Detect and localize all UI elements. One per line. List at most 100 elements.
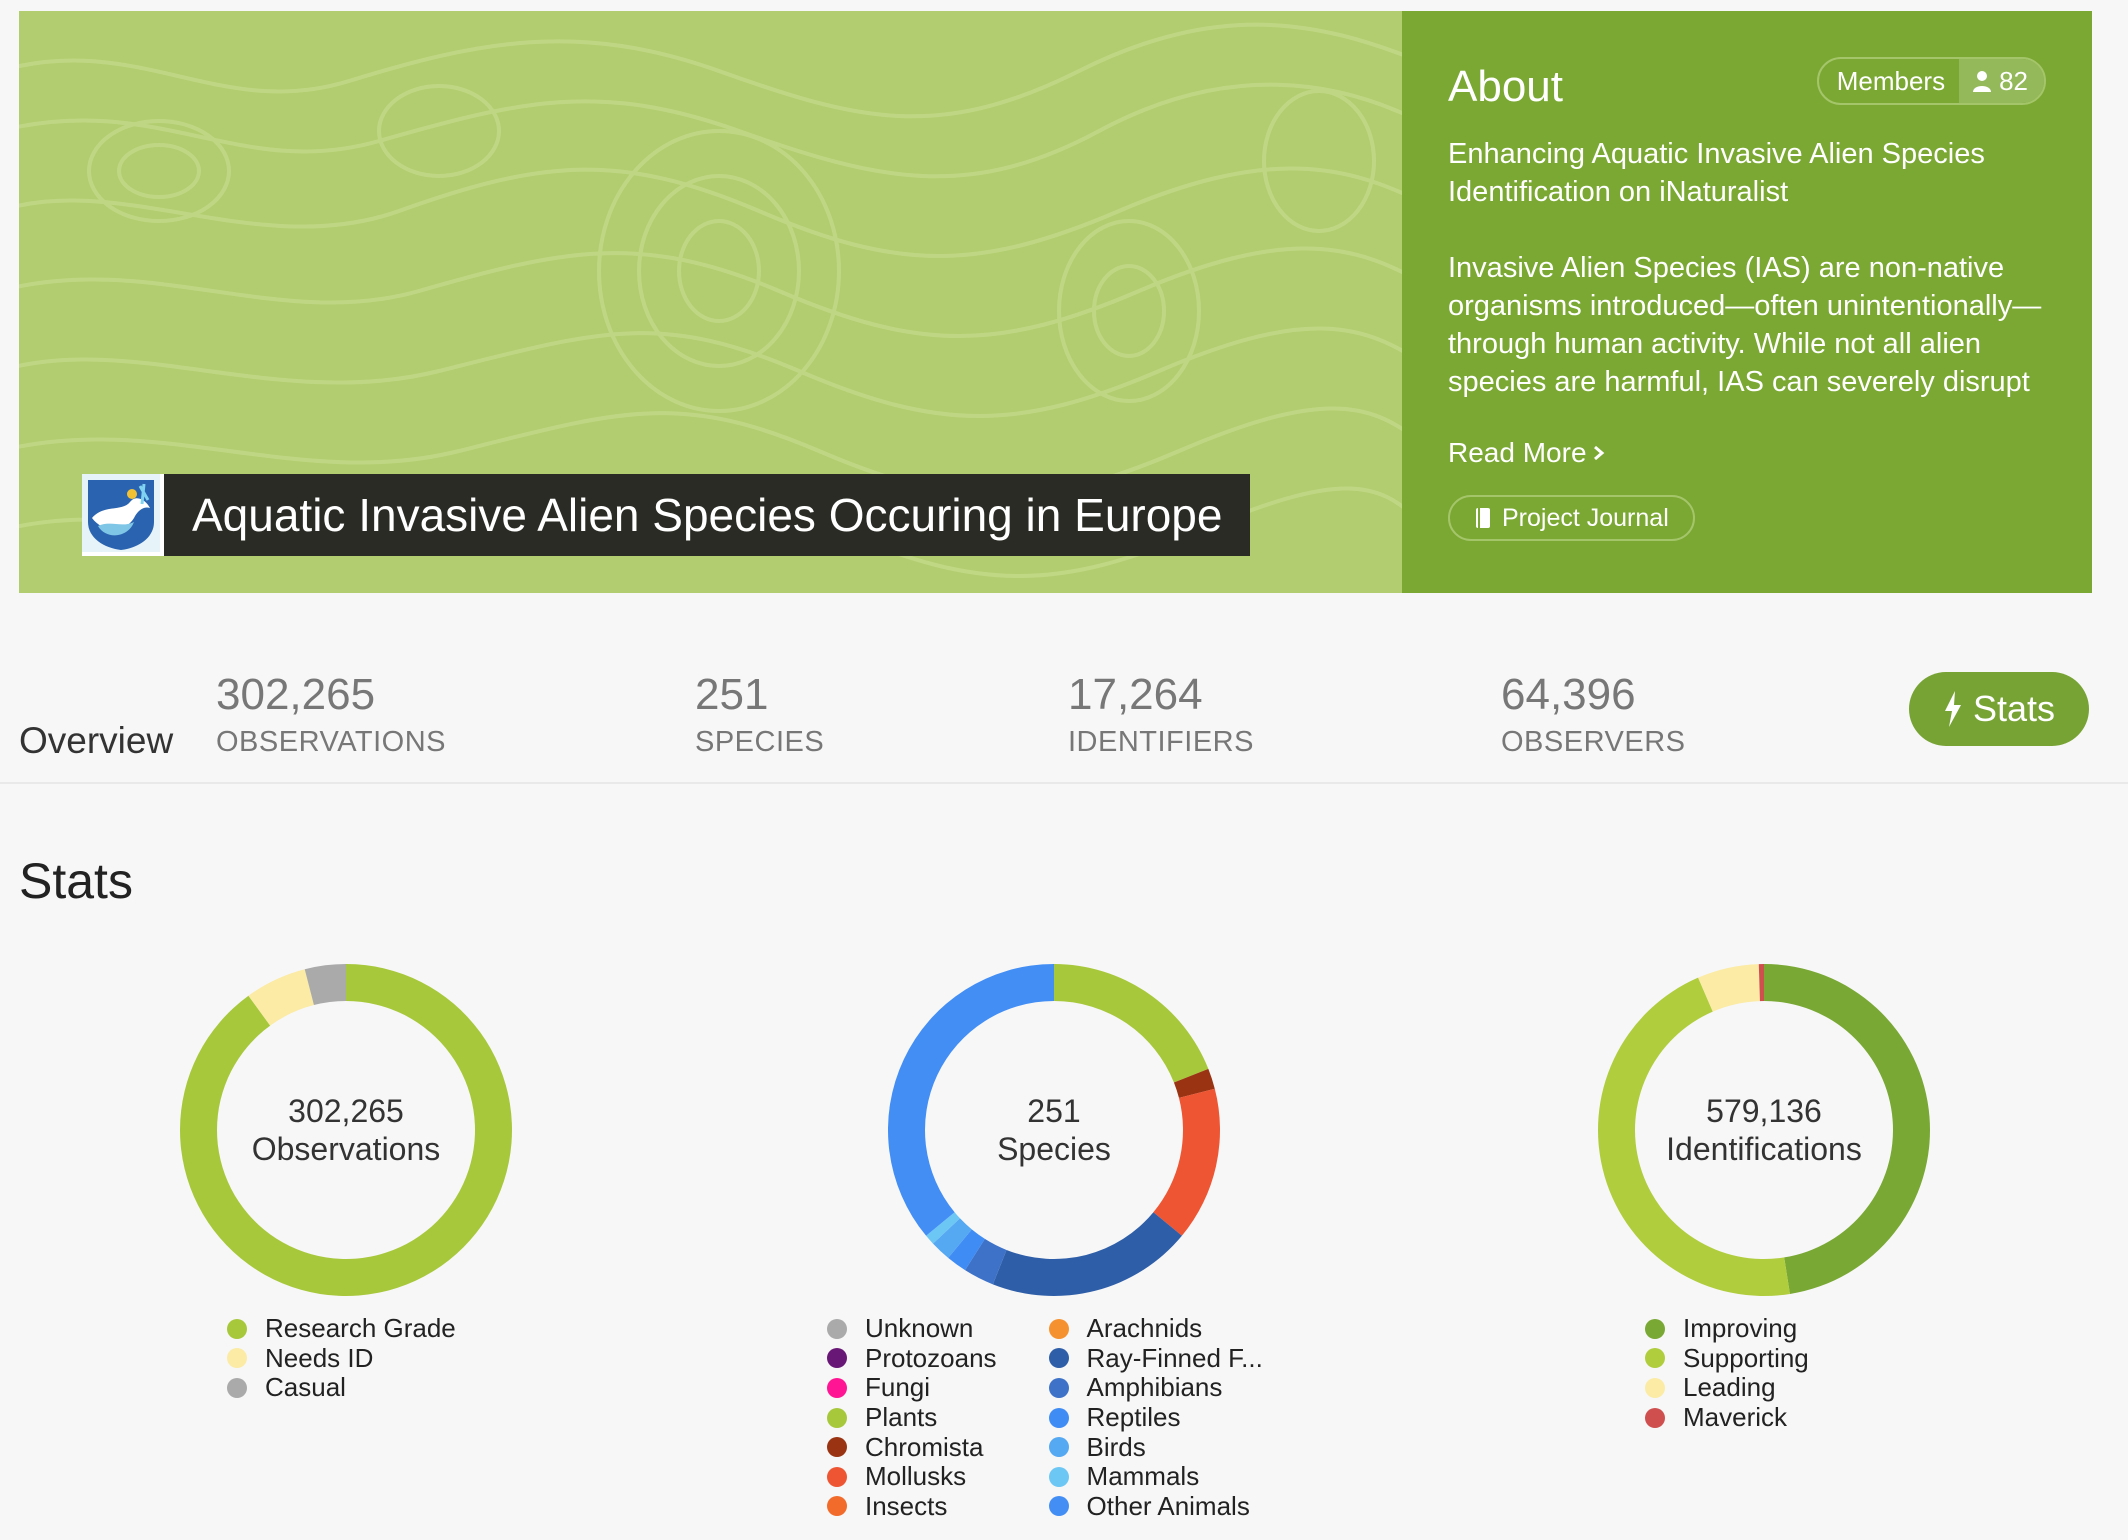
- legend-swatch: [1645, 1318, 1665, 1339]
- donut-slice-mammals[interactable]: [926, 1212, 960, 1244]
- legend-label: Mammals: [1086, 1461, 1200, 1492]
- legend-swatch: [1645, 1407, 1665, 1428]
- donut-slice-maverick[interactable]: [1758, 964, 1764, 1002]
- donut-slice-reptiles[interactable]: [948, 1229, 985, 1271]
- donut-center-value: 579,136: [1706, 1093, 1822, 1129]
- legend-item: Needs ID: [227, 1343, 456, 1374]
- legend-label: Ray-Finned F...: [1086, 1342, 1263, 1373]
- legend-swatch: [827, 1496, 847, 1517]
- project-title-box: Aquatic Invasive Alien Species Occuring …: [82, 474, 1251, 556]
- legend-item: Protozoans: [827, 1343, 997, 1374]
- donut-slice-birds[interactable]: [932, 1218, 972, 1258]
- legend-label: Plants: [865, 1402, 938, 1433]
- legend-item: Maverick: [1645, 1402, 1809, 1433]
- legend-item: Chromista: [827, 1432, 997, 1462]
- donut-slice-needs-id[interactable]: [248, 969, 314, 1026]
- identifications-donut-svg: [1597, 964, 1931, 1296]
- legend-swatch: [1048, 1348, 1069, 1369]
- project-logo-icon[interactable]: [82, 474, 164, 556]
- about-heading: About: [1448, 62, 1563, 111]
- species-donut-chart: 251 Species: [884, 960, 1224, 1300]
- stat-label: OBSERVATIONS: [216, 726, 446, 758]
- members-count-badge: 82: [1959, 59, 2044, 103]
- donut-slice-other-animals[interactable]: [888, 964, 1054, 1236]
- project-banner: Aquatic Invasive Alien Species Occuring …: [19, 11, 2092, 593]
- species-legend: Unknown Protozoans Fungi Plants Chromista Mol…: [827, 1313, 1263, 1522]
- donut-slice-ray-finned-f[interactable]: [992, 1212, 1182, 1296]
- project-journal-button[interactable]: Project Journal: [1448, 495, 1695, 541]
- legend-item: Supporting: [1645, 1342, 1809, 1374]
- legend-label: Arachnids: [1086, 1313, 1203, 1344]
- legend-label: Insects: [865, 1490, 948, 1521]
- members-count: 82: [1999, 65, 2028, 96]
- legend-swatch: [1048, 1318, 1069, 1339]
- members-label: Members: [1836, 65, 1946, 96]
- topographic-pattern-icon: [19, 22, 1402, 578]
- donut-center-value: 251: [1027, 1093, 1081, 1129]
- legend-swatch: [1048, 1377, 1069, 1398]
- stats-button[interactable]: Stats: [1909, 672, 2089, 746]
- legend-swatch: [1048, 1407, 1069, 1428]
- stats-heading: Stats: [19, 853, 133, 909]
- legend-column: Unknown Protozoans Fungi Plants Chromista Mol…: [827, 1313, 997, 1521]
- read-more-label: Read More: [1448, 437, 1587, 468]
- donut-slice-mollusks[interactable]: [1153, 1088, 1220, 1236]
- donut-center: 579,136 Identifications: [1594, 960, 1934, 1300]
- overview-bar: Overview 302,265 OBSERVATIONS 251 SPECIE…: [0, 640, 2128, 784]
- stat-label: SPECIES: [695, 726, 825, 758]
- legend-label: Amphibians: [1086, 1372, 1223, 1403]
- banner-background: Aquatic Invasive Alien Species Occuring …: [19, 11, 1402, 593]
- overview-label: Overview: [19, 720, 174, 761]
- donut-slice-plants[interactable]: [1054, 964, 1209, 1083]
- donut-slice-supporting[interactable]: [1597, 977, 1790, 1296]
- legend-item: Leading: [1645, 1372, 1809, 1403]
- legend-item: Improving: [1645, 1313, 1809, 1344]
- stat-label: IDENTIFIERS: [1068, 726, 1254, 758]
- chevron-right-icon: [1593, 445, 1604, 461]
- donut-slice-leading[interactable]: [1698, 964, 1760, 1012]
- identifications-legend: Improving Supporting Leading Maverick: [1645, 1313, 1809, 1433]
- project-title: Aquatic Invasive Alien Species Occuring …: [164, 474, 1251, 556]
- observations-legend: Research Grade Needs ID Casual: [227, 1313, 456, 1403]
- legend-label: Fungi: [865, 1372, 931, 1403]
- legend-item: Mammals: [1048, 1461, 1263, 1492]
- legend-item: Mollusks: [827, 1461, 997, 1492]
- legend-swatch: [827, 1377, 847, 1398]
- legend-swatch: [827, 1407, 847, 1428]
- legend-swatch: [827, 1466, 847, 1487]
- legend-label: Improving: [1683, 1313, 1798, 1344]
- legend-label: Supporting: [1683, 1342, 1809, 1373]
- legend-label: Birds: [1086, 1431, 1146, 1462]
- read-more-link[interactable]: Read More: [1448, 437, 1605, 469]
- legend-item: Other Animals: [1048, 1490, 1263, 1522]
- observers-stat[interactable]: 64,396 OBSERVERS: [1501, 670, 1685, 759]
- legend-label: Leading: [1683, 1372, 1776, 1403]
- donut-slice-chromista[interactable]: [1173, 1068, 1215, 1098]
- legend-label: Mollusks: [865, 1461, 967, 1492]
- observations-stat[interactable]: 302,265 OBSERVATIONS: [216, 670, 446, 759]
- legend-swatch: [227, 1348, 247, 1369]
- stat-label: OBSERVERS: [1501, 726, 1686, 758]
- stats-button-label: Stats: [1972, 688, 2056, 729]
- donut-center-label: Identifications: [1666, 1131, 1862, 1167]
- legend-swatch: [827, 1437, 847, 1458]
- legend-column: Improving Supporting Leading Maverick: [1645, 1313, 1809, 1433]
- legend-item: Ray-Finned F...: [1048, 1342, 1263, 1374]
- species-stat[interactable]: 251 SPECIES: [695, 670, 824, 759]
- donut-slice-amphibians[interactable]: [965, 1238, 1007, 1285]
- legend-label: Casual: [265, 1372, 346, 1403]
- legend-label: Reptiles: [1086, 1402, 1181, 1433]
- legend-item: Plants: [827, 1402, 997, 1433]
- identifiers-stat[interactable]: 17,264 IDENTIFIERS: [1068, 670, 1254, 759]
- legend-swatch: [827, 1348, 847, 1369]
- about-tagline: Enhancing Aquatic Invasive Alien Species…: [1448, 138, 1985, 208]
- donut-slice-casual[interactable]: [304, 964, 346, 1006]
- legend-label: Other Animals: [1086, 1490, 1250, 1521]
- donut-slice-improving[interactable]: [1764, 964, 1931, 1294]
- about-description: Invasive Alien Species (IAS) are non-nat…: [1448, 252, 2042, 398]
- donut-center-label: Observations: [251, 1131, 441, 1167]
- legend-column: Arachnids Ray-Finned F... Amphibians Reptil…: [1048, 1313, 1263, 1522]
- donut-center-label: Species: [997, 1131, 1111, 1167]
- members-button[interactable]: Members 82: [1816, 57, 2046, 105]
- legend-swatch: [227, 1318, 247, 1339]
